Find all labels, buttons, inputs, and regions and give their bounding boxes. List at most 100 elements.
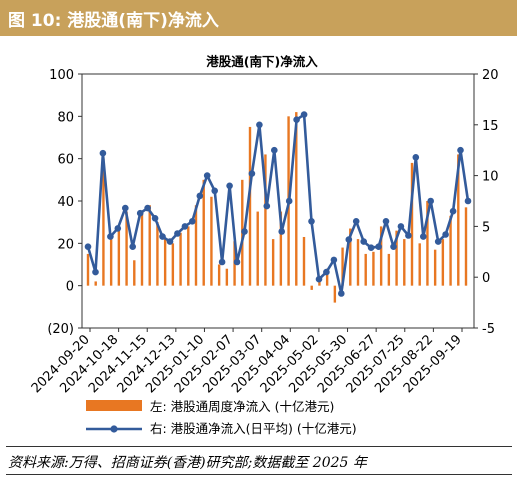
right-tick-label: -5 [482, 322, 495, 337]
line-point [420, 233, 427, 240]
line-point [174, 230, 181, 237]
bar-mark [140, 211, 144, 286]
line-point [434, 238, 442, 245]
bar-mark [364, 253, 367, 286]
bar-mark [457, 154, 460, 286]
right-tick-label: 5 [482, 220, 490, 235]
legend: 左: 港股通周度净流入 (十亿港元) 右: 港股通净流入(日平均) (十亿港元) [86, 399, 357, 436]
line-point [360, 238, 368, 245]
bar-mark [387, 253, 391, 286]
line-point [464, 197, 472, 205]
right-tick-label: 0 [482, 271, 490, 286]
bar-mark [156, 222, 159, 286]
line-point [285, 197, 293, 205]
line-point [166, 238, 174, 245]
line-point [99, 149, 107, 157]
bar-mark [187, 226, 190, 286]
line-point [92, 268, 99, 276]
bar-mark [379, 226, 383, 286]
line-point [107, 233, 114, 240]
bar-mark [395, 230, 398, 286]
bar-mark [449, 215, 452, 286]
bar-mark [256, 211, 259, 286]
bar-mark [372, 251, 375, 286]
figure-label: 图 10: [8, 11, 62, 31]
line-point [181, 223, 189, 230]
line-point [345, 236, 353, 243]
bar-mark [403, 239, 406, 286]
line-point [233, 258, 241, 266]
line-point [390, 243, 397, 250]
bar-mark [86, 253, 90, 286]
line-point [114, 225, 122, 232]
right-tick-label: 20 [482, 68, 499, 83]
line-point [308, 218, 315, 225]
left-tick-label: 100 [49, 68, 74, 83]
bar-mark [279, 211, 283, 286]
bar-mark [179, 232, 182, 286]
bar-mark [264, 154, 267, 286]
left-tick-label: 80 [57, 110, 74, 125]
line-series [84, 111, 472, 297]
left-tick-label: 20 [57, 237, 74, 252]
legend-bar-label: 左: 港股通周度净流入 (十亿港元) [150, 399, 334, 414]
line-point [405, 232, 412, 239]
figure-banner-title: 图 10: 港股通(南下)净流入 [8, 6, 219, 31]
line-point [84, 243, 92, 250]
bar-mark [163, 239, 167, 286]
left-tick-label: 40 [57, 195, 74, 210]
line-point [382, 218, 390, 225]
line-path [86, 113, 470, 295]
bar-mark [102, 158, 105, 286]
bar-mark [194, 205, 198, 286]
bar-mark [325, 268, 329, 286]
line-point [449, 207, 457, 215]
bar-mark [464, 207, 468, 286]
bar-mark [133, 260, 136, 286]
line-point [330, 256, 338, 264]
bar-mark [94, 281, 97, 286]
bar-mark [341, 247, 344, 286]
line-point [189, 218, 196, 225]
line-point [442, 231, 449, 238]
line-point [367, 244, 375, 251]
line-point [271, 146, 278, 154]
figure-banner: 图 10: 港股通(南下)净流入 [0, 0, 517, 36]
source-note: 资料来源:万得、招商证券(香港)研究部;数据截至 2025 年 [8, 455, 367, 471]
footer-rule-bottom [6, 474, 512, 475]
left-tick-label: 60 [57, 153, 74, 168]
bar-mark [418, 243, 421, 286]
line-point [352, 218, 360, 225]
line-point [136, 209, 144, 217]
chart-title: 港股通(南下)净流入 [206, 54, 318, 69]
legend-line-label: 右: 港股通净流入(日平均) (十亿港元) [150, 421, 357, 436]
line-point [122, 204, 129, 212]
bar-mark [117, 230, 121, 286]
line-point [397, 223, 405, 230]
bar-mark [225, 268, 229, 286]
line-point [248, 170, 256, 177]
line-point [129, 243, 136, 250]
bar-mark [318, 279, 321, 286]
line-point [338, 290, 345, 297]
figure-title: 港股通(南下)净流入 [67, 11, 219, 31]
bar-mark [248, 126, 252, 286]
bar-mark [333, 285, 337, 303]
line-point [159, 233, 166, 240]
line-point [300, 111, 308, 118]
line-point [412, 154, 420, 161]
bar-mark [302, 236, 306, 286]
line-point [144, 204, 151, 212]
line-point [256, 121, 263, 129]
line-point [151, 215, 159, 222]
bar-mark [109, 239, 113, 286]
legend-bar-swatch [86, 400, 142, 411]
footer-rule-top [6, 446, 512, 447]
bar-mark [310, 285, 313, 290]
left-tick-label: (20) [47, 322, 74, 337]
bar-mark [202, 179, 205, 286]
line-point [226, 182, 233, 190]
legend-line-marker [110, 425, 118, 433]
bar-mark [426, 201, 429, 286]
bar-mark [148, 205, 151, 286]
